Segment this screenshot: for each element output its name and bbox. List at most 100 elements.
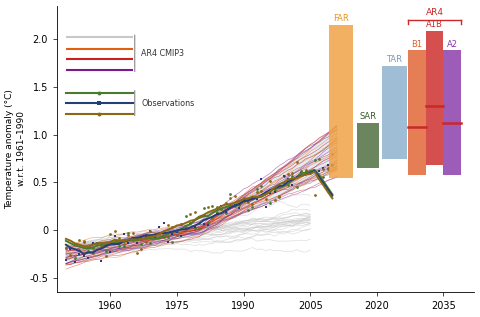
Point bbox=[96, 100, 103, 106]
Point bbox=[84, 244, 92, 249]
Point bbox=[227, 192, 234, 197]
Point bbox=[275, 194, 283, 199]
Point bbox=[227, 195, 234, 200]
Text: A1B: A1B bbox=[426, 21, 443, 29]
Point bbox=[324, 166, 332, 171]
Point bbox=[80, 238, 87, 243]
Point bbox=[133, 250, 141, 256]
Point bbox=[84, 256, 92, 261]
Point bbox=[142, 233, 150, 238]
Point bbox=[93, 241, 101, 246]
Point bbox=[182, 225, 190, 230]
Point bbox=[120, 241, 128, 246]
Point bbox=[97, 243, 105, 248]
Point bbox=[67, 245, 74, 250]
Point bbox=[266, 191, 274, 196]
Point bbox=[138, 234, 145, 239]
Point bbox=[178, 222, 185, 227]
Point bbox=[129, 237, 136, 243]
Point bbox=[280, 181, 288, 186]
Point bbox=[235, 205, 243, 210]
Point bbox=[142, 239, 150, 244]
Point bbox=[80, 254, 87, 259]
Point bbox=[182, 224, 190, 229]
Point bbox=[124, 230, 132, 235]
Point bbox=[71, 256, 79, 261]
Point bbox=[84, 248, 92, 253]
Point bbox=[311, 157, 318, 162]
Point bbox=[204, 222, 212, 227]
Point bbox=[89, 246, 96, 251]
Point bbox=[288, 173, 296, 178]
Point bbox=[240, 198, 247, 204]
Point bbox=[173, 233, 181, 238]
Point bbox=[293, 175, 300, 180]
Point bbox=[62, 246, 70, 251]
Point bbox=[195, 220, 203, 225]
Point bbox=[262, 204, 270, 209]
Point bbox=[271, 197, 278, 203]
Point bbox=[200, 221, 207, 226]
Point bbox=[75, 248, 83, 253]
Point bbox=[288, 170, 296, 175]
Point bbox=[328, 162, 336, 167]
Point bbox=[217, 206, 225, 211]
Point bbox=[266, 178, 274, 184]
Point bbox=[257, 188, 265, 193]
Point bbox=[124, 241, 132, 246]
Point bbox=[146, 228, 154, 233]
Point bbox=[271, 189, 278, 194]
Text: SAR: SAR bbox=[360, 112, 376, 121]
Point bbox=[217, 206, 225, 211]
Point bbox=[302, 171, 310, 176]
Point bbox=[89, 251, 96, 256]
Point bbox=[213, 211, 221, 217]
Point bbox=[133, 234, 141, 239]
Point bbox=[222, 201, 229, 206]
Point bbox=[164, 235, 172, 240]
Point bbox=[96, 90, 103, 95]
Point bbox=[102, 253, 110, 258]
Point bbox=[111, 238, 119, 243]
Point bbox=[151, 235, 158, 240]
Point bbox=[293, 184, 300, 189]
Point bbox=[67, 253, 74, 258]
Point bbox=[111, 228, 119, 233]
Point bbox=[195, 215, 203, 220]
Point bbox=[213, 204, 221, 209]
Point bbox=[275, 194, 283, 199]
Text: TAR: TAR bbox=[386, 55, 403, 64]
Point bbox=[298, 170, 305, 175]
Point bbox=[71, 259, 79, 264]
Point bbox=[302, 169, 310, 174]
Point bbox=[96, 111, 103, 116]
Point bbox=[168, 240, 176, 245]
Point bbox=[178, 222, 185, 227]
Text: Observations: Observations bbox=[142, 99, 195, 107]
Point bbox=[284, 183, 292, 188]
Point bbox=[231, 203, 239, 208]
Point bbox=[111, 233, 119, 238]
Point bbox=[324, 162, 332, 167]
Point bbox=[93, 241, 101, 246]
Point bbox=[320, 175, 327, 180]
Point bbox=[306, 168, 314, 173]
Point bbox=[315, 169, 323, 174]
Bar bbox=[329, 25, 353, 178]
Point bbox=[306, 172, 314, 177]
Point bbox=[204, 221, 212, 226]
Bar bbox=[408, 50, 426, 175]
Point bbox=[124, 232, 132, 237]
Point bbox=[102, 248, 110, 253]
Point bbox=[315, 156, 323, 161]
Point bbox=[275, 184, 283, 189]
Point bbox=[253, 190, 261, 195]
Point bbox=[284, 171, 292, 177]
Point bbox=[93, 241, 101, 246]
Point bbox=[164, 240, 172, 245]
Y-axis label: Temperature anomaly (°C)
w.r.t. 1961–1990: Temperature anomaly (°C) w.r.t. 1961–199… bbox=[6, 89, 26, 209]
Point bbox=[302, 168, 310, 173]
Point bbox=[249, 201, 256, 206]
Point bbox=[213, 209, 221, 214]
Point bbox=[262, 196, 270, 201]
